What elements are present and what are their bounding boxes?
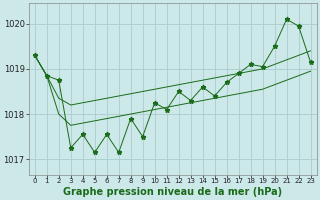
X-axis label: Graphe pression niveau de la mer (hPa): Graphe pression niveau de la mer (hPa) xyxy=(63,187,282,197)
